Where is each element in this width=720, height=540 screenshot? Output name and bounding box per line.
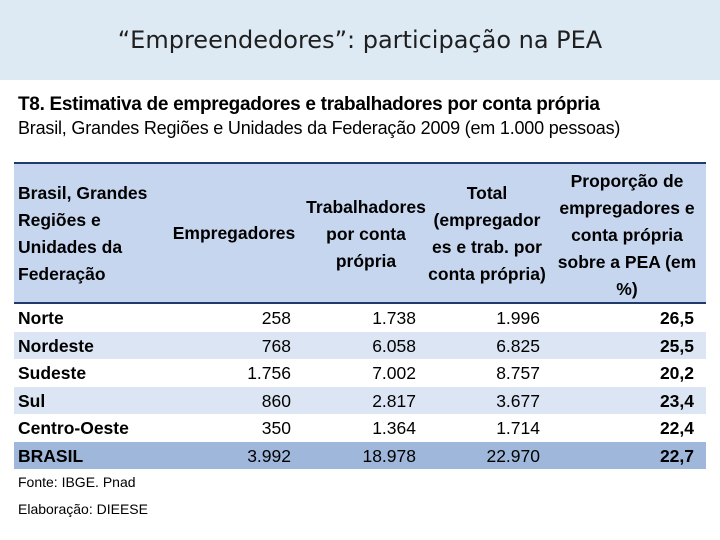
slide-header: “Empreendedores”: participação na PEA (0, 0, 720, 80)
cell-share: 26,5 (659, 308, 694, 328)
table-row: Norte 258 1.738 1.996 26,5 (14, 304, 706, 332)
table-row-total: BRASIL 3.992 18.978 22.970 22,7 (14, 441, 706, 469)
cell-employers: 860 (261, 390, 291, 411)
table-row: Nordeste 768 6.058 6.825 25,5 (14, 331, 706, 359)
cell-total: 1.714 (496, 418, 540, 438)
table-row: Centro-Oeste 350 1.364 1.714 22,4 (14, 414, 706, 442)
cell-share: 20,2 (659, 363, 694, 383)
cell-region: Nordeste (18, 335, 94, 356)
cell-region: Sudeste (18, 363, 87, 383)
cell-region: Norte (18, 308, 64, 328)
cell-employers: 350 (261, 418, 291, 438)
cell-self-employed: 18.978 (362, 445, 416, 466)
cell-employers: 768 (261, 335, 291, 356)
column-header-employers: Empregadores (172, 223, 296, 243)
table-subheading: Brasil, Grandes Regiões e Unidades da Fe… (18, 118, 621, 138)
cell-self-employed: 1.738 (372, 308, 416, 328)
table-header: Brasil, Grandes Regiões e Unidades da Fe… (14, 162, 706, 304)
column-header-region: Brasil, Grandes Regiões e Unidades da Fe… (18, 183, 148, 284)
column-header-self-employed: Trabalhadores por conta própria (306, 197, 426, 271)
cell-self-employed: 2.817 (372, 390, 416, 411)
credit-note: Elaboração: DIEESE (18, 501, 148, 517)
column-header-total: Total (empregador es e trab. por conta p… (428, 183, 546, 284)
cell-total: 8.757 (496, 363, 540, 383)
cell-total: 1.996 (496, 308, 540, 328)
cell-share: 23,4 (659, 390, 694, 411)
cell-employers: 258 (261, 308, 291, 328)
cell-share: 22,4 (659, 418, 694, 438)
cell-total: 3.677 (496, 390, 540, 411)
cell-self-employed: 1.364 (372, 418, 416, 438)
cell-total: 6.825 (496, 335, 540, 356)
table-heading: T8. Estimativa de empregadores e trabalh… (18, 94, 600, 115)
cell-region: BRASIL (18, 445, 84, 466)
cell-employers: 1.756 (247, 363, 291, 383)
cell-share: 22,7 (659, 445, 694, 466)
cell-region: Centro-Oeste (18, 418, 129, 438)
cell-self-employed: 7.002 (372, 363, 416, 383)
column-header-share: Proporção de empregadores e conta própri… (557, 171, 697, 299)
cell-self-employed: 6.058 (372, 335, 416, 356)
cell-employers: 3.992 (247, 445, 291, 466)
cell-region: Sul (18, 390, 46, 411)
source-note: Fonte: IBGE. Pnad (18, 474, 136, 490)
data-table: Brasil, Grandes Regiões e Unidades da Fe… (14, 162, 706, 469)
table-row: Sudeste 1.756 7.002 8.757 20,2 (14, 359, 706, 387)
table-row: Sul 860 2.817 3.677 23,4 (14, 386, 706, 414)
cell-share: 25,5 (659, 335, 694, 356)
slide-title: “Empreendedores”: participação na PEA (117, 26, 603, 54)
cell-total: 22.970 (486, 445, 540, 466)
